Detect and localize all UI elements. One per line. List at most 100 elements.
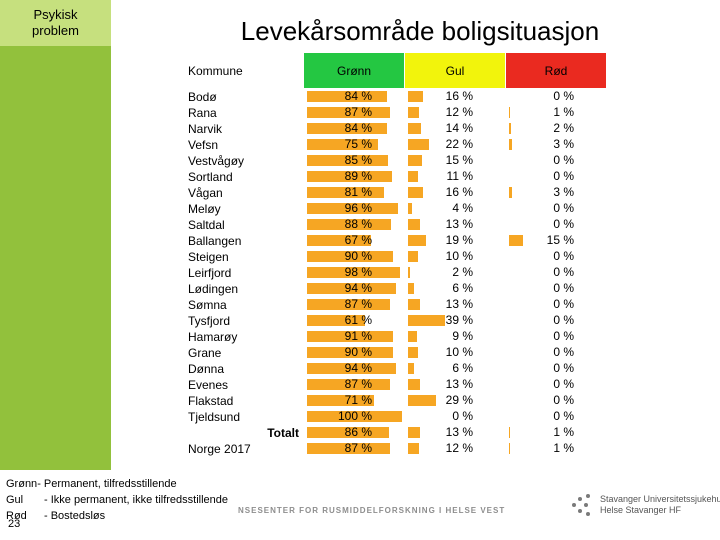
table-row: Hamarøy 91 % 9 % 0 % [183,328,607,345]
green-bar [307,347,393,358]
yellow-cell: 16 % [404,184,506,201]
norge-yellow-label: 12 % [445,441,473,456]
norge-red-cell: 1 % [505,440,607,457]
yellow-label: 22 % [445,137,473,152]
green-bar [307,395,375,406]
yellow-bar [408,267,410,278]
yellow-cell: 19 % [404,232,506,249]
green-bar [307,235,371,246]
red-cell: 0 % [505,376,607,393]
green-label: 96 % [344,201,372,216]
yellow-bar [408,235,427,246]
legend-item: Grønn - Permanent, tilfredsstillende [6,478,177,490]
total-row: Totalt 86 % 13 % 1 % [183,424,607,441]
red-label: 0 % [553,249,574,264]
total-green-label: 86 % [344,425,372,440]
kommune-name: Saltdal [183,216,304,233]
norge-green-label: 87 % [344,441,372,456]
red-cell: 0 % [505,216,607,233]
yellow-bar [408,347,418,358]
red-cell: 0 % [505,88,607,105]
table-row: Saltdal 88 % 13 % 0 % [183,216,607,233]
green-cell: 71 % [303,392,405,409]
red-label: 0 % [553,169,574,184]
yellow-cell: 6 % [404,280,506,297]
kommune-name: Sømna [183,296,304,313]
red-label: 3 % [553,137,574,152]
yellow-bar [408,395,436,406]
green-bar [307,91,387,102]
red-cell: 0 % [505,280,607,297]
kommune-name: Rana [183,104,304,121]
logo-line2: Helse Stavanger HF [600,505,682,515]
red-cell: 15 % [505,232,607,249]
yellow-cell: 29 % [404,392,506,409]
kommune-name: Grane [183,344,304,361]
green-label: 89 % [344,169,372,184]
red-bar [509,123,511,134]
green-cell: 100 % [303,408,405,425]
red-label: 0 % [553,153,574,168]
yellow-bar [408,107,420,118]
kommune-name: Vestvågøy [183,152,304,169]
green-label: 90 % [344,345,372,360]
kommune-name: Meløy [183,200,304,217]
green-cell: 90 % [303,344,405,361]
red-label: 0 % [553,409,574,424]
green-label: 98 % [344,265,372,280]
yellow-cell: 4 % [404,200,506,217]
red-label: 2 % [553,121,574,136]
col-kommune: Kommune [183,52,304,89]
green-bar [307,411,402,422]
green-cell: 89 % [303,168,405,185]
green-label: 67 % [344,233,372,248]
yellow-cell: 0 % [404,408,506,425]
red-cell: 0 % [505,408,607,425]
total-yellow-bar [408,427,421,438]
red-cell: 3 % [505,136,607,153]
green-cell: 90 % [303,248,405,265]
red-bar [509,187,512,198]
green-label: 88 % [344,217,372,232]
yellow-bar [408,91,424,102]
table-row: Lødingen 94 % 6 % 0 % [183,280,607,297]
red-label: 0 % [553,89,574,104]
green-label: 81 % [344,185,372,200]
green-label: 90 % [344,249,372,264]
yellow-label: 9 % [452,329,473,344]
green-bar [307,155,388,166]
green-cell: 88 % [303,216,405,233]
kommune-name: Narvik [183,120,304,137]
red-cell: 0 % [505,392,607,409]
green-bar [307,331,394,342]
green-label: 87 % [344,377,372,392]
green-bar [307,171,392,182]
yellow-bar [408,299,421,310]
table-row: Leirfjord 98 % 2 % 0 % [183,264,607,281]
green-bar [307,203,399,214]
section-label-line2: problem [32,23,79,38]
table-row: Sømna 87 % 13 % 0 % [183,296,607,313]
kommune-name: Sortland [183,168,304,185]
yellow-label: 16 % [445,89,473,104]
green-label: 84 % [344,121,372,136]
green-cell: 85 % [303,152,405,169]
norge-yellow-cell: 12 % [404,440,506,457]
yellow-label: 4 % [452,201,473,216]
yellow-label: 14 % [445,121,473,136]
red-label: 0 % [553,361,574,376]
yellow-label: 10 % [445,249,473,264]
total-yellow-cell: 13 % [404,424,506,441]
kommune-name: Vefsn [183,136,304,153]
table-row: Ballangen 67 % 19 % 15 % [183,232,607,249]
yellow-label: 15 % [445,153,473,168]
green-label: 61 % [344,313,372,328]
red-cell: 0 % [505,200,607,217]
red-label: 0 % [553,393,574,408]
col-gronn: Grønn [303,52,405,89]
section-label-line1: Psykisk [33,7,78,22]
green-label: 85 % [344,153,372,168]
green-cell: 87 % [303,376,405,393]
green-cell: 84 % [303,88,405,105]
green-bar [307,219,391,230]
